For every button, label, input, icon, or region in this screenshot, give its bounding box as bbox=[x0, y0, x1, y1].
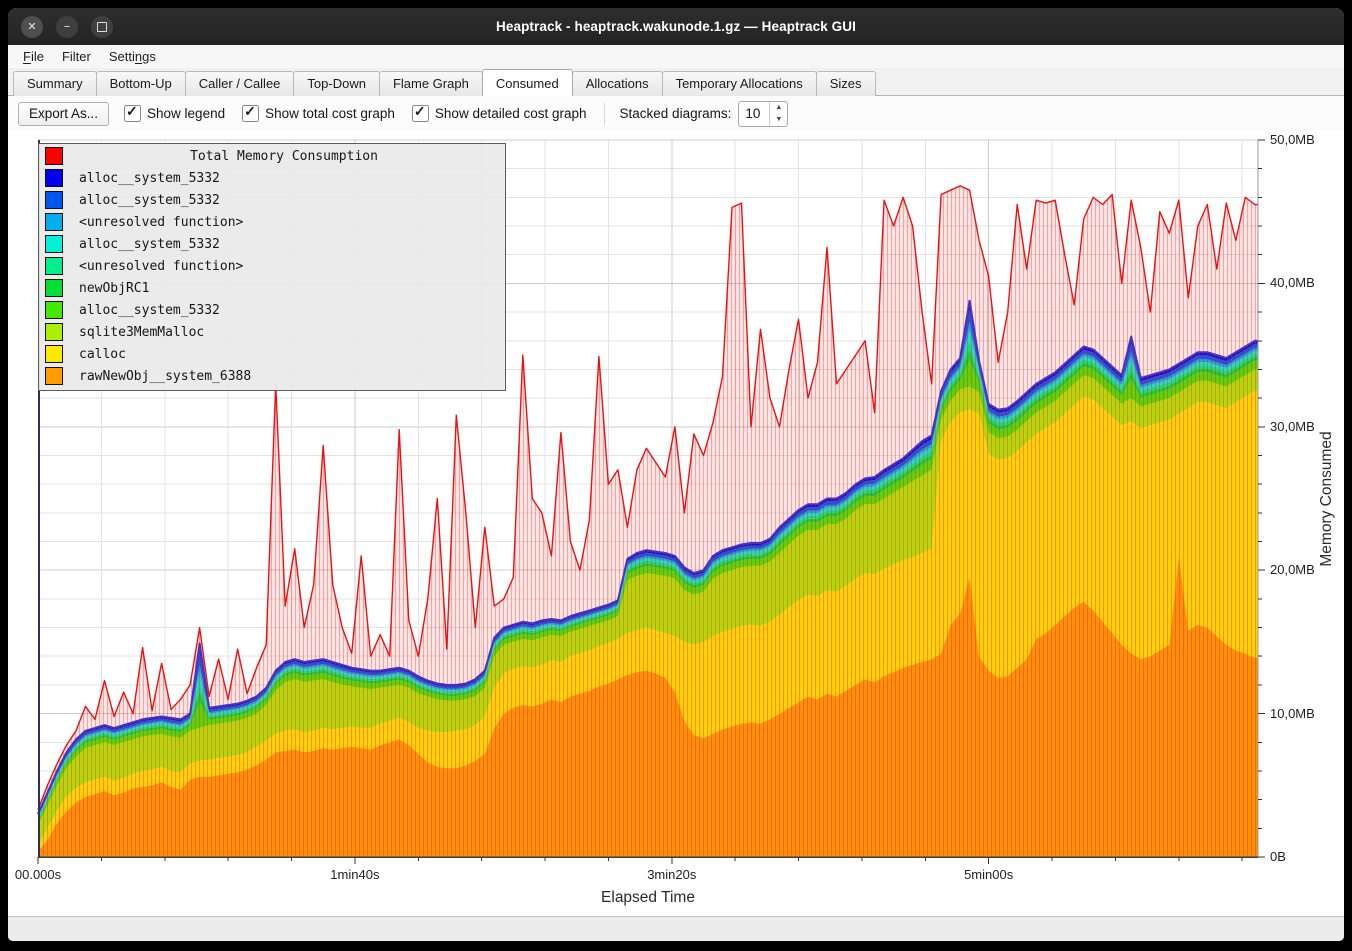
close-button[interactable]: ✕ bbox=[21, 16, 43, 38]
legend-swatch bbox=[45, 301, 63, 319]
legend-swatch bbox=[45, 147, 63, 165]
legend-item: alloc__system_5332 bbox=[39, 233, 505, 255]
checkbox-show-total-cost-graph[interactable]: ✓ Show total cost graph bbox=[242, 105, 395, 122]
y-tick-label: 20,0MB bbox=[1270, 562, 1315, 578]
checkbox-label: Show total cost graph bbox=[265, 106, 395, 121]
y-tick-label: 30,0MB bbox=[1270, 419, 1315, 435]
legend-label: Total Memory Consumption bbox=[63, 149, 505, 164]
spin-arrows: ▲ ▼ bbox=[769, 102, 787, 126]
legend-item: alloc__system_5332 bbox=[39, 167, 505, 189]
x-axis-title: Elapsed Time bbox=[8, 889, 1288, 907]
legend-swatch bbox=[45, 367, 63, 385]
legend-item: sqlite3MemMalloc bbox=[39, 321, 505, 343]
y-axis-title: Memory Consumed bbox=[1318, 349, 1338, 649]
toolbar: Export As... ✓ Show legend ✓ Show total cos… bbox=[8, 96, 1344, 131]
status-bar bbox=[8, 916, 1344, 941]
menu-file[interactable]: File bbox=[14, 47, 53, 66]
tab-temporary-allocations[interactable]: Temporary Allocations bbox=[662, 71, 817, 96]
checkbox-checked-icon: ✓ bbox=[242, 105, 259, 122]
menu-bar: FileFilterSettings bbox=[8, 45, 1344, 68]
legend-item: calloc bbox=[39, 343, 505, 365]
legend-swatch bbox=[45, 191, 63, 209]
legend-swatch bbox=[45, 345, 63, 363]
legend-swatch bbox=[45, 169, 63, 187]
chart-panel: 0B 10,0MB 20,0MB 30,0MB 40,0MB 50,0MB 00.000s… bbox=[8, 131, 1344, 916]
legend-item: alloc__system_5332 bbox=[39, 189, 505, 211]
legend-label: rawNewObj__system_6388 bbox=[79, 369, 251, 384]
tab-top-down[interactable]: Top-Down bbox=[293, 71, 380, 96]
menu-settings[interactable]: Settings bbox=[100, 47, 165, 66]
legend-label: alloc__system_5332 bbox=[79, 193, 220, 208]
minimize-button[interactable]: − bbox=[56, 16, 78, 38]
title-bar: ✕ − Heaptrack - heaptrack.wakunode.1.gz … bbox=[8, 8, 1344, 45]
legend-label: calloc bbox=[79, 347, 126, 362]
checkbox-group: ✓ Show legend ✓ Show total cost graph ✓ Show … bbox=[124, 105, 587, 122]
tab-allocations[interactable]: Allocations bbox=[572, 71, 663, 96]
tab-sizes[interactable]: Sizes bbox=[816, 71, 876, 96]
y-tick-label: 50,0MB bbox=[1270, 132, 1315, 148]
stacked-diagrams-value: 10 bbox=[739, 102, 769, 126]
legend-item: newObjRC1 bbox=[39, 277, 505, 299]
checkbox-label: Show legend bbox=[147, 106, 225, 121]
tab-bar: SummaryBottom-UpCaller / CalleeTop-DownF… bbox=[8, 68, 1344, 96]
legend-label: newObjRC1 bbox=[79, 281, 149, 296]
maximize-icon bbox=[97, 22, 107, 32]
window-title: Heaptrack - heaptrack.wakunode.1.gz — He… bbox=[8, 19, 1344, 34]
maximize-button[interactable] bbox=[91, 16, 113, 38]
y-tick-label: 0B bbox=[1270, 849, 1286, 865]
legend-swatch bbox=[45, 323, 63, 341]
export-as-button[interactable]: Export As... bbox=[18, 102, 109, 126]
checkbox-label: Show detailed cost graph bbox=[435, 106, 587, 121]
tab-consumed[interactable]: Consumed bbox=[482, 69, 573, 96]
stacked-diagrams-control: Stacked diagrams: 10 ▲ ▼ bbox=[620, 101, 789, 127]
tab-caller-callee[interactable]: Caller / Callee bbox=[185, 71, 295, 96]
legend-label: <unresolved function> bbox=[79, 215, 243, 230]
legend-item: alloc__system_5332 bbox=[39, 299, 505, 321]
legend-item: <unresolved function> bbox=[39, 211, 505, 233]
checkbox-show-legend[interactable]: ✓ Show legend bbox=[124, 105, 225, 122]
checkbox-checked-icon: ✓ bbox=[124, 105, 141, 122]
x-tick-label: 00.000s bbox=[15, 867, 61, 882]
legend-label: <unresolved function> bbox=[79, 259, 243, 274]
tab-bottom-up[interactable]: Bottom-Up bbox=[96, 71, 186, 96]
legend-swatch bbox=[45, 213, 63, 231]
legend-label: alloc__system_5332 bbox=[79, 171, 220, 186]
legend-label: alloc__system_5332 bbox=[79, 303, 220, 318]
legend-title-row: Total Memory Consumption bbox=[39, 145, 505, 167]
legend-label: sqlite3MemMalloc bbox=[79, 325, 204, 340]
chart-legend: Total Memory Consumption alloc__system_53… bbox=[38, 143, 506, 391]
y-tick-label: 40,0MB bbox=[1270, 275, 1315, 291]
x-tick-label: 5min00s bbox=[964, 867, 1013, 882]
legend-swatch bbox=[45, 235, 63, 253]
menu-filter[interactable]: Filter bbox=[53, 47, 100, 66]
toolbar-separator bbox=[604, 103, 605, 125]
tab-summary[interactable]: Summary bbox=[13, 71, 97, 96]
tab-flame-graph[interactable]: Flame Graph bbox=[379, 71, 483, 96]
legend-item: <unresolved function> bbox=[39, 255, 505, 277]
legend-item: rawNewObj__system_6388 bbox=[39, 365, 505, 387]
legend-swatch bbox=[45, 257, 63, 275]
window-controls: ✕ − bbox=[21, 16, 113, 38]
y-tick-label: 10,0MB bbox=[1270, 706, 1315, 722]
spin-up-icon[interactable]: ▲ bbox=[770, 102, 787, 114]
stacked-diagrams-spinbox[interactable]: 10 ▲ ▼ bbox=[738, 101, 788, 127]
legend-label: alloc__system_5332 bbox=[79, 237, 220, 252]
checkbox-show-detailed-cost-graph[interactable]: ✓ Show detailed cost graph bbox=[412, 105, 587, 122]
x-tick-label: 3min20s bbox=[647, 867, 696, 882]
checkbox-checked-icon: ✓ bbox=[412, 105, 429, 122]
stacked-diagrams-label: Stacked diagrams: bbox=[620, 106, 732, 121]
spin-down-icon[interactable]: ▼ bbox=[770, 114, 787, 126]
x-tick-label: 1min40s bbox=[330, 867, 379, 882]
legend-swatch bbox=[45, 279, 63, 297]
app-window: ✕ − Heaptrack - heaptrack.wakunode.1.gz … bbox=[8, 8, 1344, 941]
